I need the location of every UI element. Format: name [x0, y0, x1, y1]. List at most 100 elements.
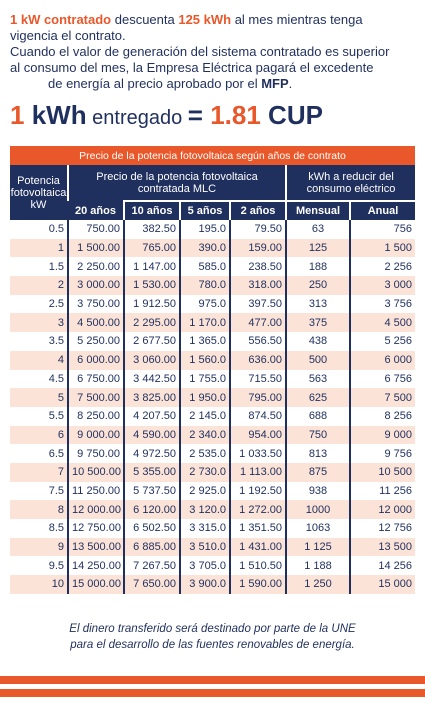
- table-cell: 874.50: [229, 406, 286, 426]
- col-header-5-years: 5 años: [179, 200, 230, 220]
- table-cell: 250: [285, 276, 350, 295]
- table-cell: 6 885.00: [123, 537, 180, 557]
- table-cell: 750.00: [67, 220, 124, 239]
- table-cell: 2 256: [349, 257, 415, 277]
- table-cell: 3 756: [349, 294, 415, 314]
- table-cell: 3 750.00: [67, 294, 124, 314]
- table-cell: 1 950.0: [179, 388, 230, 407]
- table-row: 9.5 14 250.00 7 267.50 3 705.0 1 510.50 1 188…: [10, 556, 415, 576]
- table-cell: 5: [10, 388, 68, 407]
- table-cell: 563: [285, 369, 350, 389]
- table-cell: 750: [285, 425, 350, 445]
- table-cell: 2 730.0: [179, 462, 230, 482]
- table-cell: 375: [285, 313, 350, 333]
- contracted-kw: 1 kW contratado: [10, 12, 112, 27]
- table-cell: 8: [10, 500, 68, 519]
- table-cell: 1 147.00: [123, 257, 180, 277]
- table-cell: 625: [285, 388, 350, 407]
- table-cell: 2: [10, 276, 68, 295]
- table-row: 1.5 2 250.00 1 147.00 585.0 238.50 188 2 256: [10, 257, 415, 277]
- headline-price: 1.81: [210, 100, 261, 130]
- table-cell: 1 033.50: [229, 444, 286, 463]
- intro-line-5: de energía al precio aprobado por el MFP…: [10, 76, 415, 92]
- table-cell: 9 756: [349, 444, 415, 463]
- table-cell: 4 500.00: [67, 313, 124, 333]
- table-row: 0.5 750.00 382.50 195.0 79.50 63 756: [10, 220, 415, 239]
- mfp-label: MFP: [261, 76, 289, 91]
- note-line-2: para el desarrollo de las fuentes renova…: [70, 639, 355, 651]
- table-cell: 15 000: [349, 575, 415, 594]
- headline-word: entregado: [86, 107, 188, 129]
- table-cell: 6 502.50: [123, 519, 180, 538]
- table-cell: 2 535.0: [179, 444, 230, 463]
- table-cell: 9: [10, 537, 68, 557]
- table-cell: 14 256: [349, 556, 415, 576]
- table-cell: 11 250.00: [67, 481, 124, 501]
- table-cell: 10: [10, 575, 68, 594]
- table-cell: 938: [285, 481, 350, 501]
- table-row: 4.5 6 750.00 3 442.50 1 755.0 715.50 563 6 756: [10, 369, 415, 389]
- table-cell: 125: [285, 238, 350, 258]
- headline-unit: kWh: [24, 100, 87, 130]
- table-row: 3.5 5 250.00 2 677.50 1 365.0 556.50 438 5 256: [10, 332, 415, 351]
- table-cell: 1 530.00: [123, 276, 180, 295]
- table-cell: 11 256: [349, 481, 415, 501]
- intro-text: 1 kW contratado descuenta 125 kWh al mes…: [10, 12, 415, 92]
- table-cell: 3 000: [349, 276, 415, 295]
- table-cell: 8.5: [10, 519, 68, 538]
- table-body: 0.5 750.00 382.50 195.0 79.50 63 756 1 1 500.00 7…: [10, 220, 415, 594]
- table-cell: 9 750.00: [67, 444, 124, 463]
- table-cell: 1 755.0: [179, 369, 230, 389]
- intro-text-part: al mes mientras tenga: [231, 12, 363, 27]
- table-cell: 7.5: [10, 481, 68, 501]
- table-title: Precio de la potencia fotovoltaica según…: [10, 146, 415, 165]
- table-cell: 5 737.50: [123, 481, 180, 501]
- table-cell: 6: [10, 425, 68, 445]
- table-cell: 585.0: [179, 257, 230, 277]
- table-cell: 1 500.00: [67, 238, 124, 258]
- table-cell: 12 000.00: [67, 500, 124, 519]
- intro-line-3: Cuando el valor de generación del sistem…: [10, 44, 390, 59]
- table-cell: 3 825.00: [123, 388, 180, 407]
- headline-currency: CUP: [260, 100, 323, 130]
- table-cell: 5 250.00: [67, 332, 124, 351]
- table-cell: 4.5: [10, 369, 68, 389]
- table-cell: 2 295.00: [123, 313, 180, 333]
- table-cell: 1 912.50: [123, 294, 180, 314]
- table-cell: 13 500.00: [67, 537, 124, 557]
- table-cell: 3 442.50: [123, 369, 180, 389]
- table-cell: 1: [10, 238, 68, 258]
- col-header-annual: Anual: [349, 200, 415, 220]
- table-cell: 2.5: [10, 294, 68, 314]
- table-cell: 875: [285, 462, 350, 482]
- table-cell: 3.5: [10, 332, 68, 351]
- table-cell: 8 256: [349, 406, 415, 426]
- table-row: 7.5 11 250.00 5 737.50 2 925.0 1 192.50 938 11…: [10, 481, 415, 501]
- table-cell: 1 250: [285, 575, 350, 594]
- table-cell: 2 340.0: [179, 425, 230, 445]
- table-cell: 14 250.00: [67, 556, 124, 576]
- table-cell: 756: [349, 220, 415, 239]
- table-cell: 3 510.0: [179, 537, 230, 557]
- footer-bar-bottom: [0, 689, 425, 697]
- discount-kwh: 125 kWh: [178, 12, 232, 27]
- table-cell: 6 000.00: [67, 350, 124, 370]
- table-cell: 238.50: [229, 257, 286, 277]
- table-cell: 780.0: [179, 276, 230, 295]
- footer-note: El dinero transferido será destinado por…: [10, 621, 415, 653]
- table-cell: 1.5: [10, 257, 68, 277]
- table-cell: 8 250.00: [67, 406, 124, 426]
- table-cell: 390.0: [179, 238, 230, 258]
- table-cell: 9 000: [349, 425, 415, 445]
- table-cell: 9.5: [10, 556, 68, 576]
- table-cell: 1 192.50: [229, 481, 286, 501]
- table-cell: 10 500: [349, 462, 415, 482]
- table-cell: 3 060.00: [123, 350, 180, 370]
- col-header-2-years: 2 años: [229, 200, 286, 220]
- table-cell: 9 000.00: [67, 425, 124, 445]
- table-cell: 3 705.0: [179, 556, 230, 576]
